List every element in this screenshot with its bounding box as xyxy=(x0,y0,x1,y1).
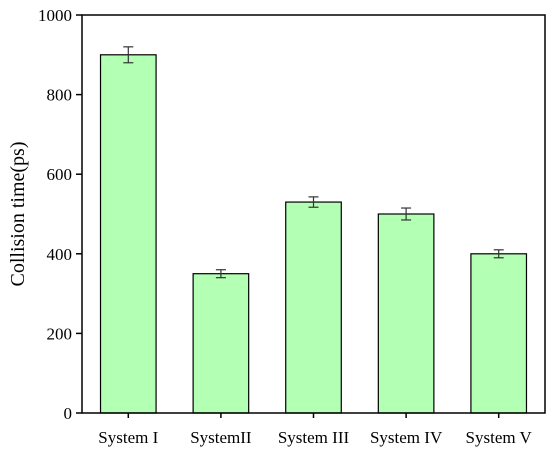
x-tick-label: System III xyxy=(278,428,350,447)
x-tick-label: SystemII xyxy=(190,428,252,447)
y-tick-label: 0 xyxy=(64,404,73,423)
bar xyxy=(99,54,157,414)
bar xyxy=(377,213,435,414)
bar xyxy=(470,253,528,414)
y-tick-label: 1000 xyxy=(38,6,72,25)
bar xyxy=(192,273,250,414)
y-tick-label: 400 xyxy=(47,245,73,264)
plot-frame xyxy=(81,14,546,414)
bar xyxy=(285,201,342,414)
y-axis-label: Collision time(ps) xyxy=(7,142,29,287)
bars xyxy=(99,46,528,414)
y-tick-label: 200 xyxy=(47,324,73,343)
x-tick-label: System I xyxy=(98,428,158,447)
x-tick-label: System IV xyxy=(370,428,443,447)
x-axis-ticks: System I SystemII System III System IV Syste… xyxy=(98,413,533,447)
x-tick-label: System V xyxy=(466,428,533,447)
y-axis-ticks: 0 200 400 600 800 1000 xyxy=(38,6,82,423)
y-tick-label: 800 xyxy=(47,86,73,105)
y-tick-label: 600 xyxy=(47,165,73,184)
